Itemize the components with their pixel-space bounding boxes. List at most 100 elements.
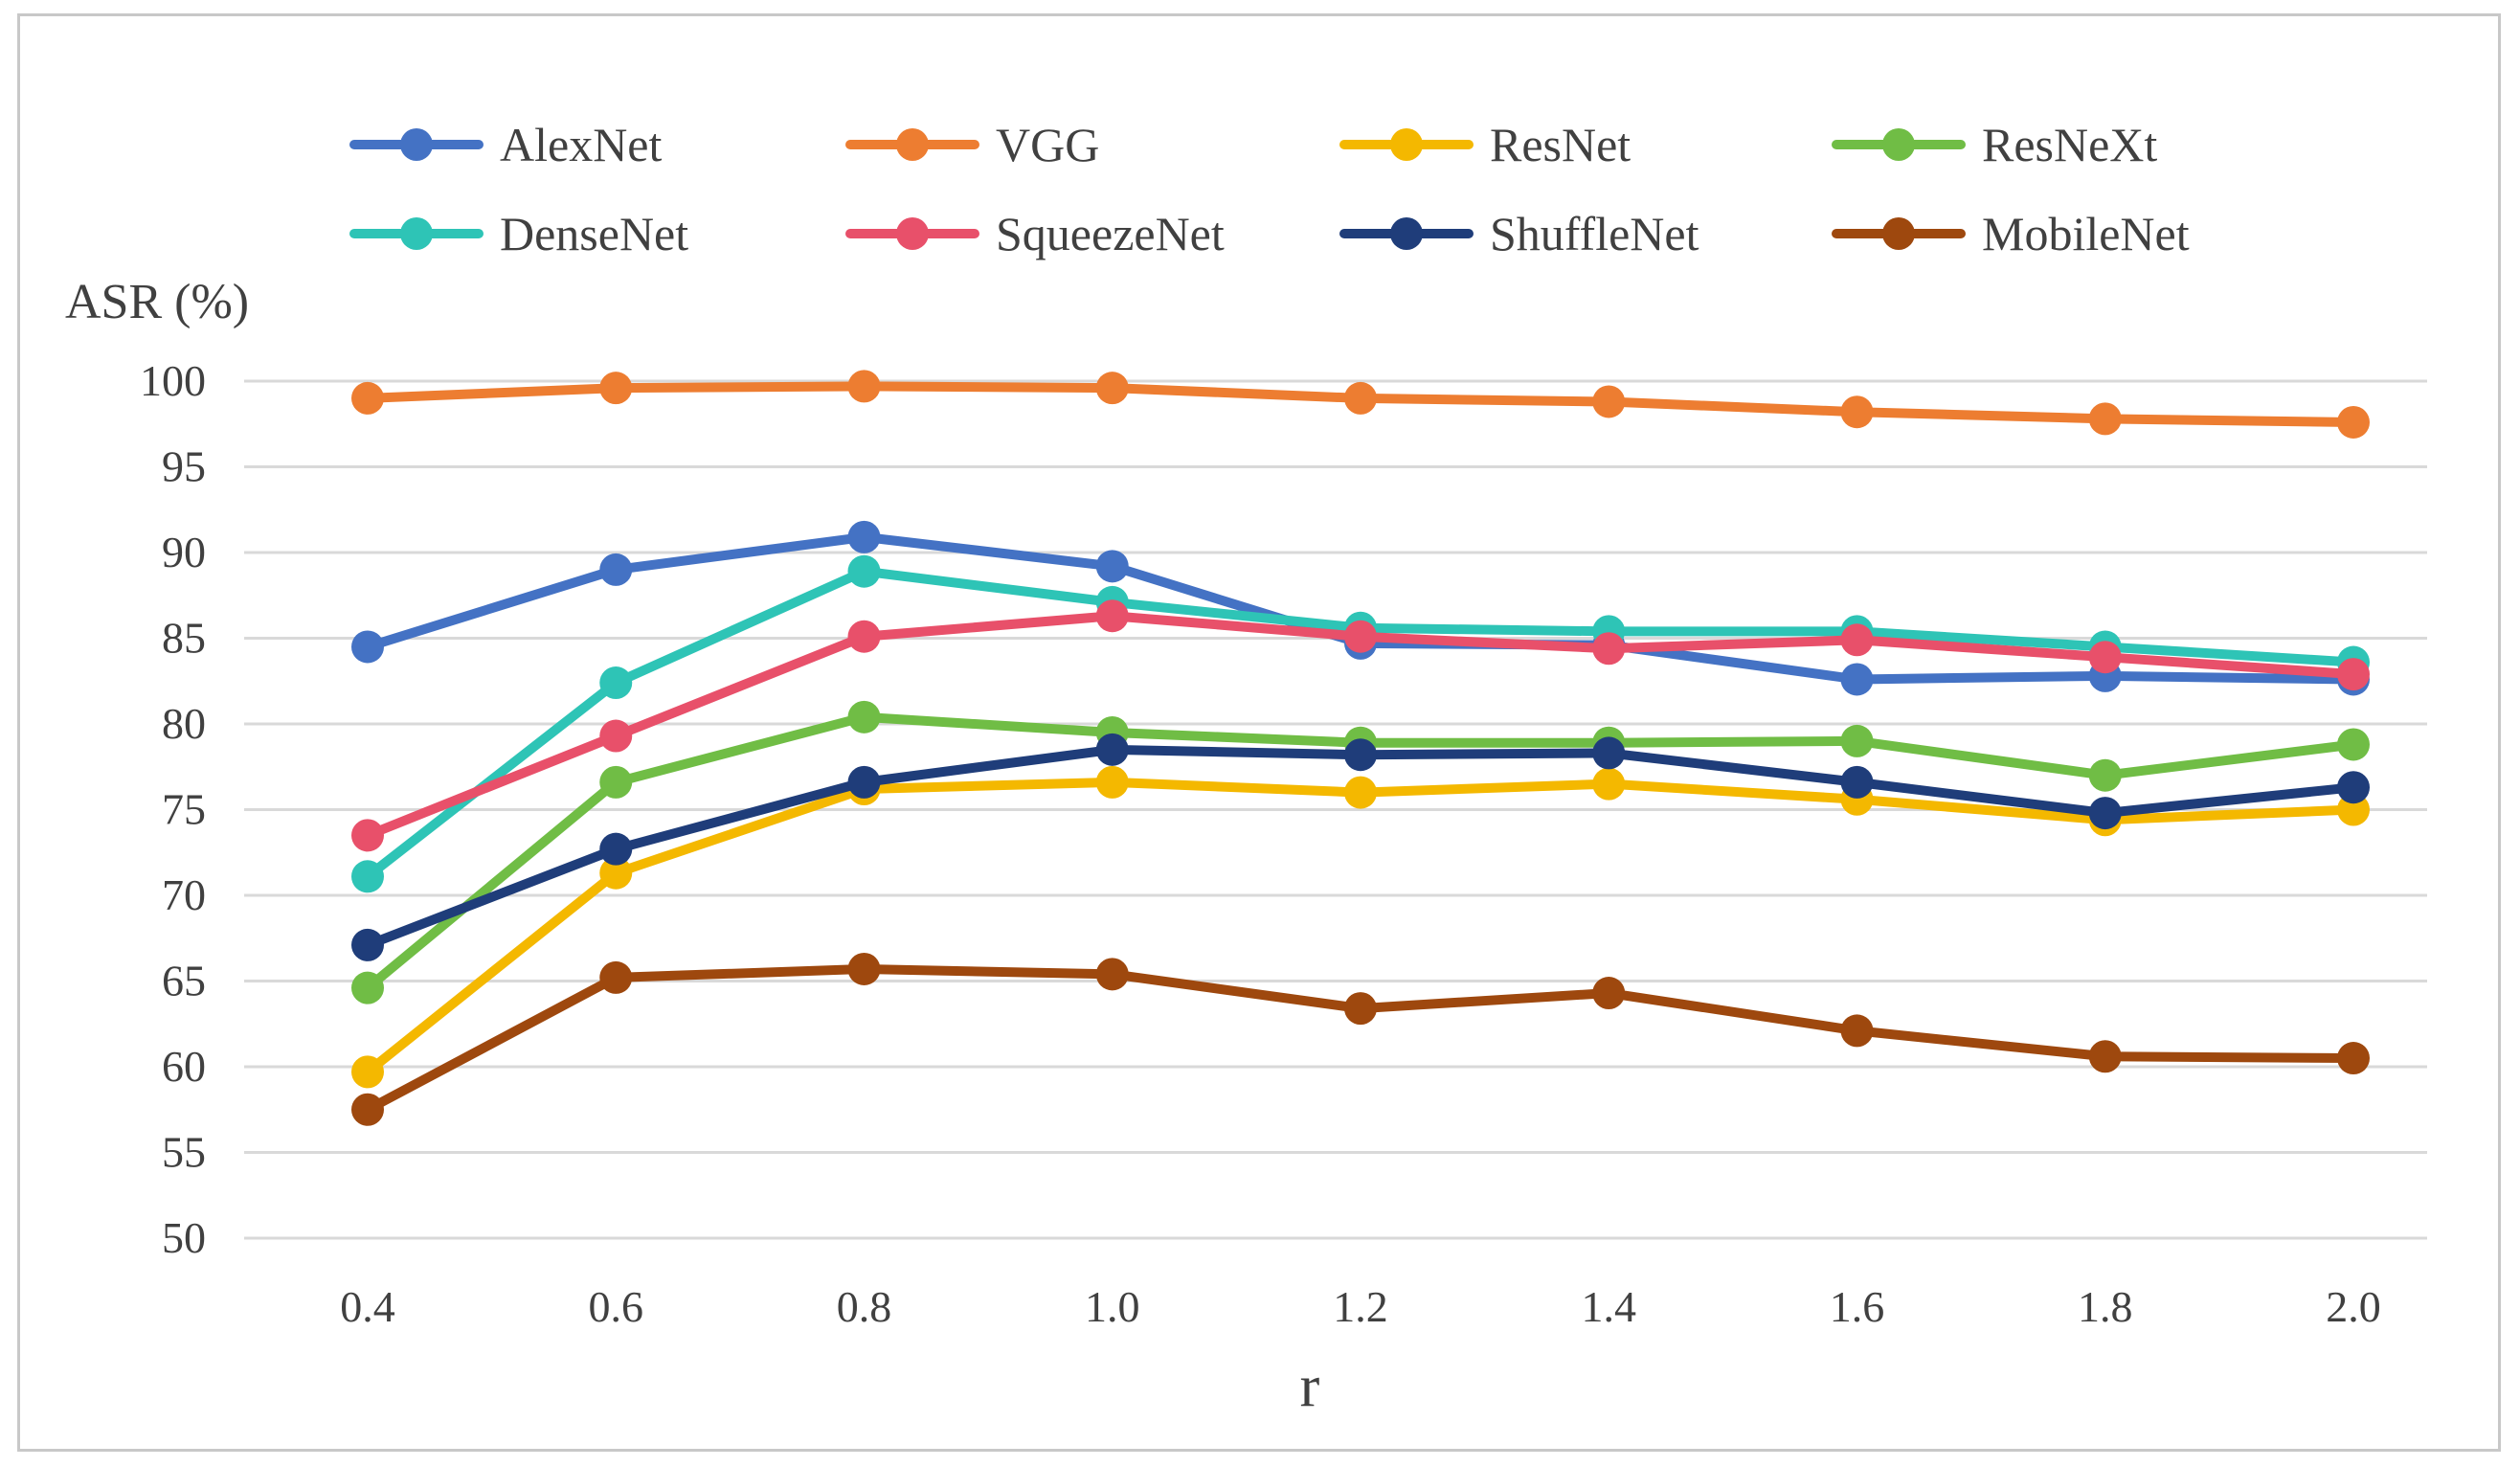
data-point: [2337, 771, 2370, 804]
legend-label: DenseNet: [500, 207, 688, 260]
data-point: [351, 630, 384, 664]
data-point: [2337, 658, 2370, 691]
series-group: [351, 370, 2370, 1126]
y-axis-ticks: 50 55 60 65 70 75 80 85 90 95 100: [140, 356, 206, 1262]
data-point: [1840, 1014, 1874, 1048]
data-point: [1840, 724, 1874, 757]
data-point: [351, 381, 384, 415]
data-point: [1344, 381, 1377, 415]
data-point: [1344, 620, 1377, 653]
legend-item-shufflenet: ShuffleNet: [1339, 207, 1699, 260]
y-tick-label: 70: [162, 870, 206, 919]
series-mobilenet: [351, 952, 2370, 1126]
data-point: [1095, 599, 1129, 633]
legend-marker: [1390, 128, 1423, 161]
x-tick-label: 0.8: [837, 1282, 892, 1331]
series-vgg: [351, 370, 2370, 439]
legend-marker: [1882, 217, 1915, 250]
legend-item-resnet: ResNet: [1339, 118, 1631, 171]
x-axis-ticks: 0.4 0.6 0.8 1.0 1.2 1.4 1.6 1.8 2.0: [340, 1282, 2381, 1331]
legend-label: AlexNet: [500, 118, 662, 171]
data-point: [1592, 767, 1626, 801]
series-squeezenet: [351, 599, 2370, 852]
legend: AlexNet VGG ResNet ResNeXt DenseNet SqueezeNe…: [349, 118, 2190, 260]
y-axis-title: ASR (%): [65, 275, 249, 329]
data-point: [351, 1093, 384, 1126]
x-tick-label: 1.8: [2078, 1282, 2133, 1331]
data-point: [351, 928, 384, 961]
data-point: [599, 719, 633, 753]
data-point: [1344, 992, 1377, 1026]
data-point: [1840, 623, 1874, 657]
x-tick-label: 1.0: [1085, 1282, 1140, 1331]
legend-marker: [896, 128, 929, 161]
data-point: [351, 1055, 384, 1089]
legend-label: VGG: [996, 118, 1099, 171]
legend-item-mobilenet: MobileNet: [1832, 207, 2190, 260]
data-point: [351, 819, 384, 852]
legend-label: SqueezeNet: [996, 207, 1225, 260]
data-point: [2088, 758, 2122, 792]
data-point: [599, 856, 633, 890]
data-point: [1095, 550, 1129, 583]
data-point: [1840, 765, 1874, 799]
y-tick-label: 100: [140, 356, 206, 405]
data-point: [599, 960, 633, 994]
data-point: [847, 765, 881, 799]
x-axis-title: r: [1300, 1354, 1320, 1419]
x-tick-label: 1.4: [1582, 1282, 1637, 1331]
y-tick-label: 75: [162, 785, 206, 834]
legend-label: ShuffleNet: [1490, 207, 1699, 260]
data-point: [847, 370, 881, 403]
data-point: [2088, 402, 2122, 436]
legend-item-densenet: DenseNet: [349, 207, 688, 260]
data-point: [599, 666, 633, 700]
y-tick-label: 50: [162, 1213, 206, 1262]
data-point: [1095, 765, 1129, 799]
data-point: [351, 971, 384, 1004]
legend-marker: [400, 217, 433, 250]
series-line: [363, 777, 2358, 1077]
data-point: [1095, 958, 1129, 991]
x-tick-label: 0.6: [589, 1282, 644, 1331]
legend-marker: [400, 128, 433, 161]
data-point: [1592, 977, 1626, 1010]
data-point: [1344, 776, 1377, 809]
y-tick-label: 65: [162, 957, 206, 1005]
data-point: [847, 952, 881, 985]
data-point: [847, 700, 881, 734]
data-point: [2088, 797, 2122, 830]
data-point: [847, 520, 881, 553]
legend-item-squeezenet: SqueezeNet: [845, 207, 1225, 260]
legend-label: ResNeXt: [1982, 118, 2157, 171]
data-point: [847, 554, 881, 588]
x-tick-label: 0.4: [340, 1282, 395, 1331]
y-tick-label: 95: [162, 442, 206, 491]
data-point: [1840, 395, 1874, 429]
data-point: [2337, 405, 2370, 439]
x-tick-label: 1.2: [1333, 1282, 1388, 1331]
chart-frame: [17, 13, 2501, 1452]
y-tick-label: 85: [162, 614, 206, 663]
data-point: [2088, 641, 2122, 674]
series-shufflenet: [351, 733, 2370, 961]
y-tick-label: 55: [162, 1128, 206, 1177]
data-point: [1592, 736, 1626, 770]
legend-marker: [1390, 217, 1423, 250]
data-point: [2088, 1040, 2122, 1073]
data-point: [599, 765, 633, 799]
data-point: [1840, 663, 1874, 696]
legend-marker: [896, 217, 929, 250]
series-resnet: [351, 765, 2370, 1089]
legend-marker: [1882, 128, 1915, 161]
data-point: [2337, 1042, 2370, 1075]
data-point: [847, 620, 881, 653]
data-point: [1095, 733, 1129, 766]
data-point: [1592, 385, 1626, 418]
legend-label: MobileNet: [1982, 207, 2190, 260]
y-tick-label: 80: [162, 699, 206, 748]
y-tick-label: 60: [162, 1042, 206, 1091]
data-point: [599, 832, 633, 866]
data-point: [351, 860, 384, 893]
